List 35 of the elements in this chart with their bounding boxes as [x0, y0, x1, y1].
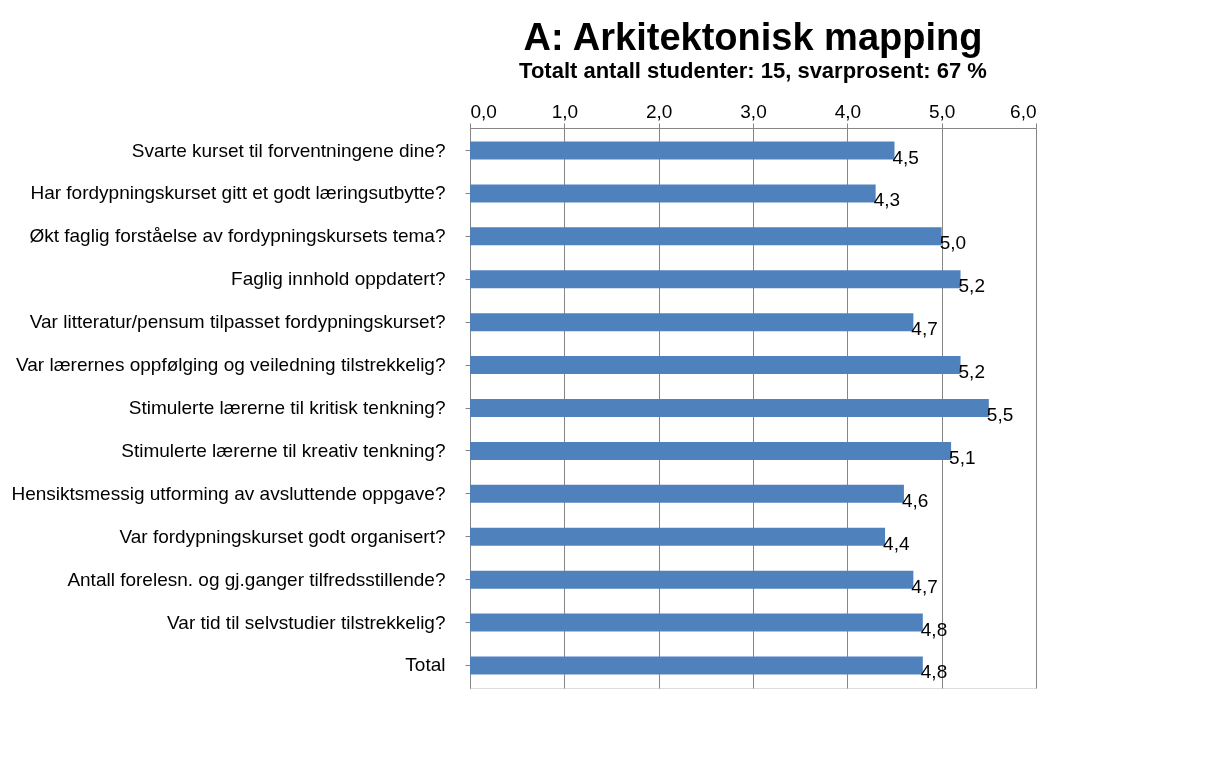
y-tick-label: Var lærernes oppfølging og veiledning tilstrekkelig? — [16, 354, 446, 376]
x-tick-label: 6,0 — [1010, 100, 1037, 122]
y-tick-label: Var fordypningskurset godt organisert? — [119, 525, 446, 547]
data-label: 4,7 — [911, 575, 938, 597]
y-tick-label: Antall forelesn. og gj.ganger tilfredsstillende? — [67, 568, 446, 590]
data-label: 5,2 — [958, 361, 985, 383]
data-label: 4,6 — [901, 489, 929, 511]
y-tick-label: Svarte kurset til forventningene dine? — [131, 139, 446, 161]
chart-title: A: Arkitektonisk mapping — [523, 16, 983, 58]
y-tick-label: Total — [405, 654, 446, 676]
x-tick-label: 0,0 — [470, 100, 497, 122]
data-label: 5,5 — [986, 404, 1014, 425]
y-tick-label: Har fordypningskurset gitt et godt læringsutbytte? — [30, 182, 446, 204]
chart-subtitle: Totalt antall studenter: 15, svarprosent: 67 % — [519, 58, 987, 83]
data-label: 5,1 — [949, 446, 976, 468]
y-tick-label: Hensiktsmessig utforming av avsluttende oppgave? — [11, 482, 446, 504]
y-tick-label: Stimulerte lærerne til kreativ tenkning? — [121, 439, 446, 461]
data-label: 4,4 — [883, 532, 910, 554]
x-tick-label: 5,0 — [928, 100, 956, 122]
data-label: 4,7 — [911, 318, 938, 340]
data-label: 4,5 — [892, 146, 919, 168]
x-tick-label: 3,0 — [740, 100, 767, 122]
data-label: 4,8 — [920, 661, 948, 683]
x-tick-label: 4,0 — [834, 100, 862, 122]
y-tick-label: Var tid til selvstudier tilstrekkelig? — [167, 611, 446, 633]
x-tick-label: 1,0 — [551, 100, 579, 122]
x-tick-label: 2,0 — [645, 100, 673, 122]
y-tick-label: Var litteratur/pensum tilpasset fordypningskurset? — [29, 311, 446, 333]
data-label: 4,8 — [920, 618, 948, 640]
y-tick-label: Økt faglig forståelse av fordypningskursets tema? — [29, 225, 446, 247]
data-label: 5,2 — [958, 275, 985, 297]
data-label: 5,0 — [939, 232, 967, 254]
data-label: 4,3 — [873, 189, 901, 211]
y-tick-label: Faglig innhold oppdatert? — [231, 268, 446, 290]
y-tick-label: Stimulerte lærerne til kritisk tenkning? — [128, 397, 446, 418]
